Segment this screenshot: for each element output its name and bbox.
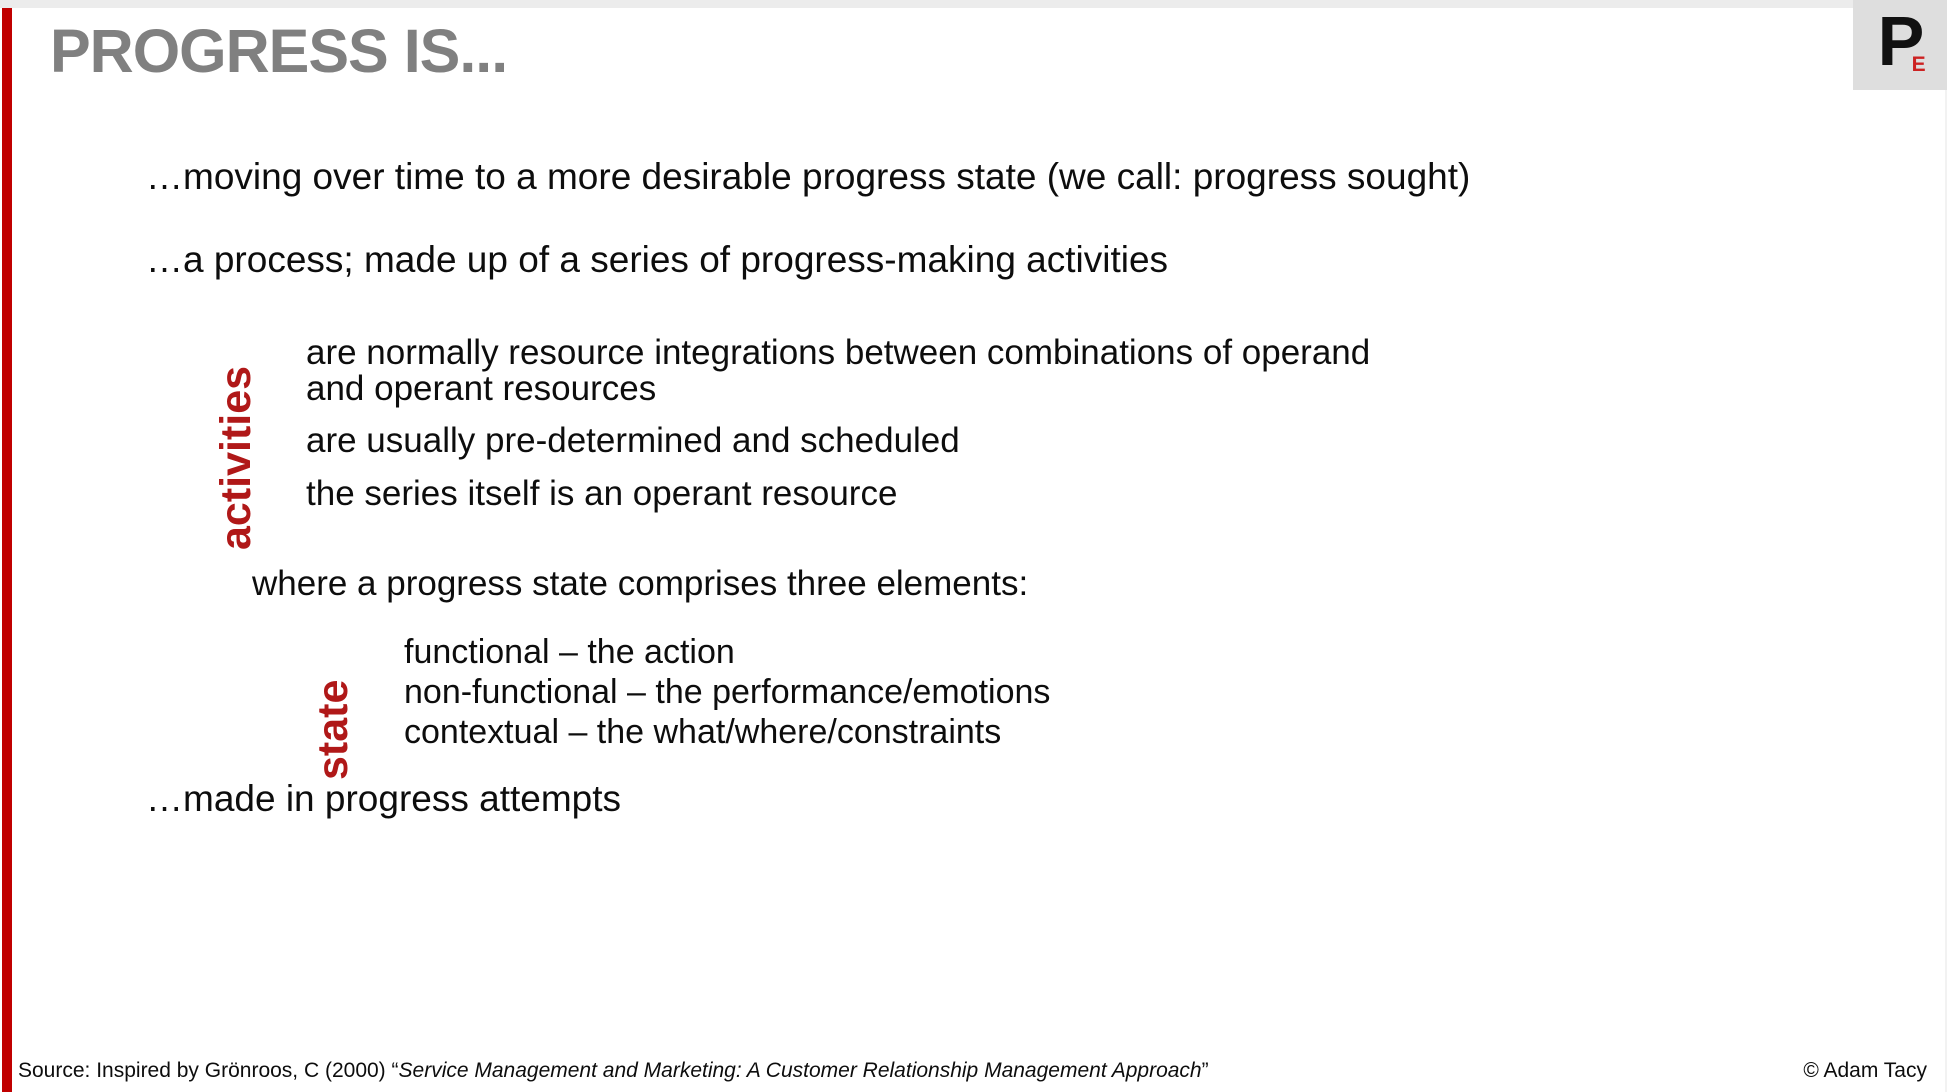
logo-inner: P E [1877,2,1926,80]
activities-item-1-line-2: and operant resources [306,369,657,408]
footer-source-prefix: Source: Inspired by Grönroos, C (2000) “ [18,1059,399,1082]
activities-item-2: are usually pre-determined and scheduled [306,421,960,460]
logo-letter-p: P [1877,2,1925,80]
state-item-3: contextual – the what/where/constraints [404,713,1002,751]
page-title: PROGRESS IS... [50,17,508,85]
brand-logo: P E [1853,0,1947,90]
left-red-accent-bar [2,8,12,1092]
footer-source-citation: Service Management and Marketing: A Cust… [398,1059,1202,1082]
intro-line-2: …a process; made up of a series of progr… [146,239,1169,280]
footer-source: Source: Inspired by Grönroos, C (2000) “… [18,1058,1209,1084]
side-label-state: state [309,679,357,780]
activities-item-1-line-1: are normally resource integrations betwe… [306,333,1371,372]
footer-source-suffix: ” [1201,1059,1209,1082]
side-label-activities: activities [212,365,260,550]
top-strip-divider [0,0,1947,8]
intro-line-1: …moving over time to a more desirable pr… [146,156,1471,197]
logo-letter-e-subscript: E [1911,53,1926,76]
activities-item-3: the series itself is an operant resource [306,474,898,513]
state-intro-line: where a progress state comprises three e… [252,564,1029,603]
state-item-1: functional – the action [404,633,735,671]
right-edge-hairline [1945,0,1947,1092]
state-item-2: non-functional – the performance/emotion… [404,673,1051,711]
footer-copyright: © Adam Tacy [1803,1059,1927,1082]
closing-line: …made in progress attempts [146,778,622,819]
